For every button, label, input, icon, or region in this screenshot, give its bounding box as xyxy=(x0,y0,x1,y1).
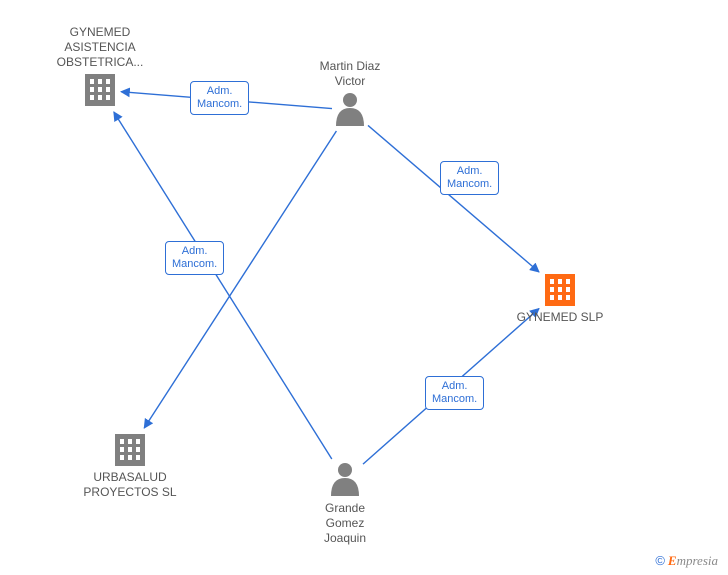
edge-line xyxy=(144,131,336,428)
node-label: Martin Diaz Victor xyxy=(280,59,420,89)
building-icon xyxy=(545,274,575,306)
edge-label: Adm. Mancom. xyxy=(425,376,484,410)
footer-initial: E xyxy=(668,553,677,568)
edge-label: Adm. Mancom. xyxy=(165,241,224,275)
person-icon xyxy=(336,93,364,126)
node-label: Grande Gomez Joaquin xyxy=(275,501,415,546)
footer-attribution: ©Empresia xyxy=(655,553,718,569)
person-icon xyxy=(331,463,359,496)
building-icon xyxy=(85,74,115,106)
edge-line xyxy=(368,125,539,272)
footer-text: mpresia xyxy=(677,553,718,568)
edge-label: Adm. Mancom. xyxy=(190,81,249,115)
node-label: GYNEMED SLP xyxy=(490,310,630,325)
copyright-symbol: © xyxy=(655,553,665,568)
building-icon xyxy=(115,434,145,466)
node-label: GYNEMED ASISTENCIA OBSTETRICA... xyxy=(30,25,170,70)
edge-label: Adm. Mancom. xyxy=(440,161,499,195)
node-label: URBASALUD PROYECTOS SL xyxy=(60,470,200,500)
edge-line xyxy=(114,112,332,459)
